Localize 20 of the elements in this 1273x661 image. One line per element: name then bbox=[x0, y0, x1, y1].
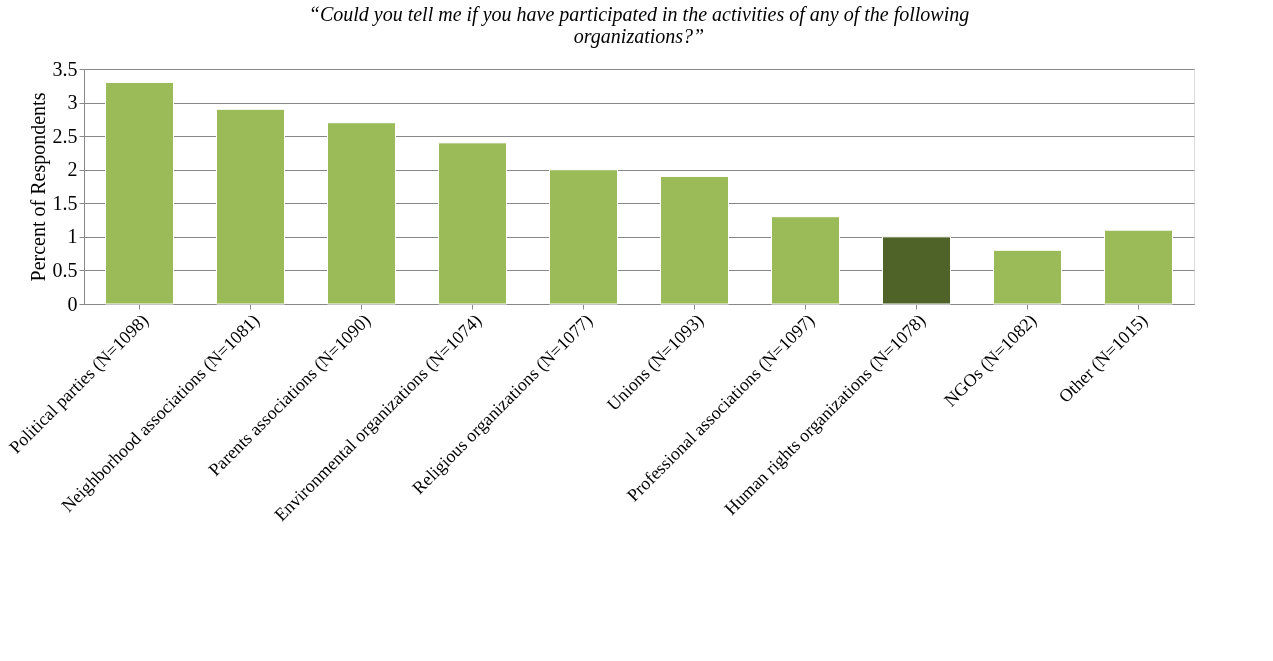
bar bbox=[882, 236, 951, 305]
y-tick-label: 2 bbox=[67, 158, 78, 181]
y-tick-label: 3.5 bbox=[52, 57, 78, 80]
y-tick-label: 1 bbox=[67, 225, 78, 248]
y-tick-label: 0.5 bbox=[52, 258, 78, 281]
bar bbox=[216, 108, 285, 305]
chart-title: “Could you tell me if you have participated in the activities of any of the following organizations?” bbox=[308, 3, 970, 48]
bar bbox=[327, 122, 396, 305]
y-tick-label: 2.5 bbox=[52, 124, 78, 147]
y-tick-label: 3 bbox=[67, 91, 78, 114]
bar bbox=[660, 175, 729, 305]
y-tick-label: 1.5 bbox=[52, 191, 78, 214]
bar bbox=[993, 249, 1062, 305]
bar bbox=[105, 81, 174, 305]
bar bbox=[438, 142, 507, 305]
bar bbox=[1104, 229, 1173, 305]
bar bbox=[771, 216, 840, 305]
y-axis-title: Percent of Respondents bbox=[26, 92, 50, 282]
bar bbox=[549, 169, 618, 305]
y-tick-label: 0 bbox=[67, 292, 78, 315]
